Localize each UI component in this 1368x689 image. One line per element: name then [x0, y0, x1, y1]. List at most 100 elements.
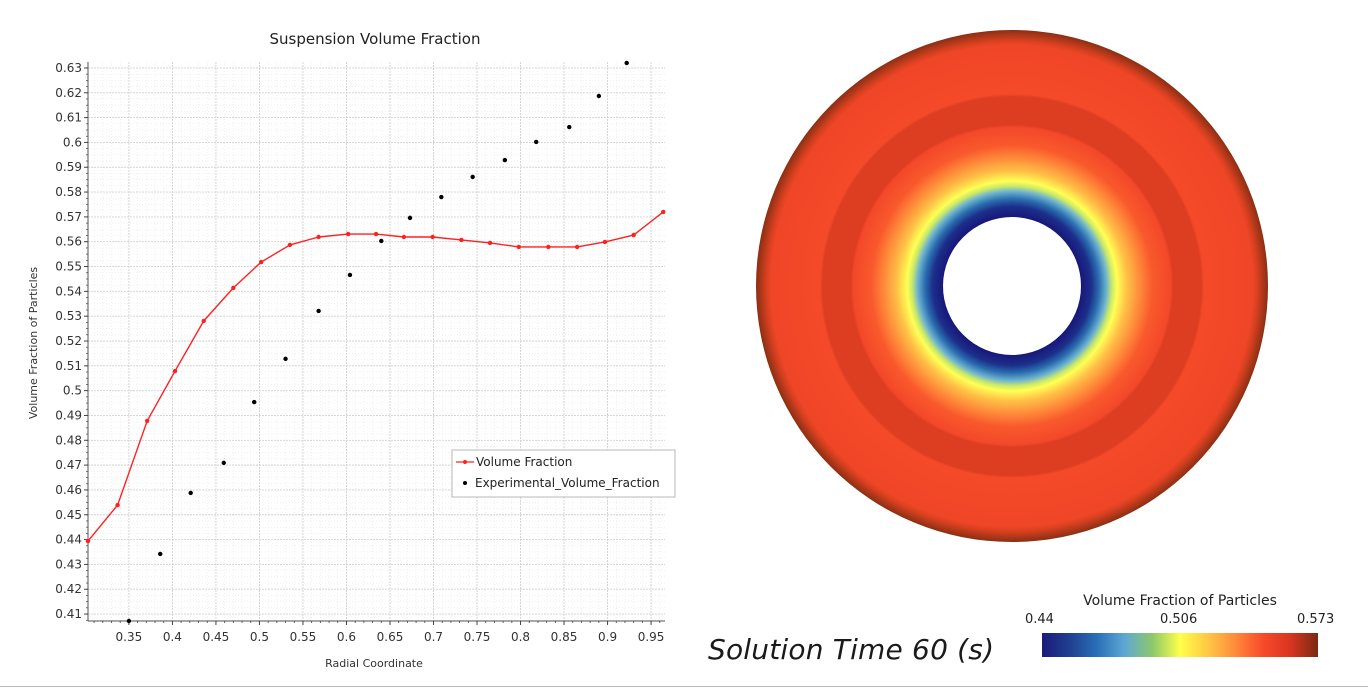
data-point	[567, 124, 572, 130]
contour-scene	[756, 30, 1268, 542]
y-tick-label: 0.6	[63, 135, 82, 149]
colorbar-title: Volume Fraction of Particles	[1083, 593, 1277, 609]
legend-label-experimental: Experimental_Volume_Fraction	[475, 476, 660, 490]
y-tick-label: 0.54	[55, 284, 82, 298]
y-tick-label: 0.41	[55, 607, 82, 621]
x-tick-label: 0.75	[464, 630, 491, 644]
data-point	[172, 368, 178, 374]
x-tick-label: 0.45	[203, 630, 230, 644]
data-point	[533, 139, 539, 145]
legend-label-volume-fraction: Volume Fraction	[476, 455, 572, 469]
data-point	[459, 237, 464, 243]
colorbar-max-label: 0.573	[1297, 612, 1335, 627]
data-point	[631, 232, 636, 238]
x-tick-label: 0.8	[511, 630, 530, 644]
y-tick-label: 0.53	[55, 309, 82, 323]
y-tick-label: 0.58	[55, 185, 82, 199]
colorbar	[1042, 633, 1318, 657]
plot-area	[88, 62, 665, 621]
y-tick-label: 0.44	[55, 533, 82, 547]
y-tick-label: 0.59	[55, 160, 82, 174]
data-point	[347, 272, 353, 278]
data-point	[346, 231, 351, 237]
data-point	[126, 618, 132, 624]
y-tick-label: 0.47	[55, 458, 82, 472]
y-tick-label: 0.55	[55, 260, 82, 274]
data-point	[85, 538, 91, 544]
grid-minor	[88, 62, 665, 621]
y-tick-label: 0.48	[55, 433, 82, 447]
solution-time-label: Solution Time 60 (s)	[708, 633, 995, 666]
data-point	[430, 234, 435, 240]
data-point	[502, 157, 508, 163]
y-axis-title: Volume Fraction of Particles	[27, 267, 40, 420]
series-layer	[85, 60, 666, 624]
x-tick-label: 0.65	[377, 630, 404, 644]
series-experimental-volume-fraction	[126, 60, 629, 624]
chart-title: Suspension Volume Fraction	[270, 30, 481, 48]
y-tick-label: 0.45	[55, 508, 82, 522]
x-axis-ticks: 0.35 0.4 0.45 0.5 0.55 0.6 0.65 0.7 0.75 0.8 0.85 0…	[93, 621, 665, 644]
data-point	[516, 244, 521, 250]
data-point	[158, 551, 163, 557]
data-point	[316, 308, 321, 314]
data-point	[252, 399, 257, 405]
x-tick-label: 0.7	[424, 630, 443, 644]
data-point	[574, 244, 580, 250]
data-point	[258, 259, 264, 265]
data-point	[487, 240, 493, 246]
bottom-divider	[0, 686, 1368, 687]
xy-plot: Suspension Volume Fraction 0.35 0.4 0.45 0.…	[27, 30, 676, 670]
x-axis-title: Radial Coordinate	[325, 657, 423, 670]
y-tick-label: 0.61	[55, 111, 82, 125]
data-point	[287, 242, 293, 248]
x-tick-label: 0.9	[598, 630, 617, 644]
y-tick-label: 0.43	[55, 557, 82, 571]
data-point	[470, 174, 475, 180]
data-point	[661, 209, 666, 215]
x-tick-label: 0.55	[290, 630, 317, 644]
data-point	[316, 234, 321, 240]
legend-marker-experimental	[463, 481, 467, 485]
data-point	[373, 231, 379, 237]
y-tick-label: 0.56	[55, 235, 82, 249]
data-point	[221, 460, 226, 466]
data-point	[144, 418, 150, 424]
data-point	[115, 502, 120, 508]
inner-cylinder-hole	[943, 217, 1081, 355]
legend-marker-volume-fraction	[463, 460, 467, 464]
y-tick-label: 0.62	[55, 86, 82, 100]
data-point	[188, 490, 193, 496]
y-tick-label: 0.57	[55, 210, 82, 224]
x-tick-label: 0.4	[163, 630, 182, 644]
x-tick-label: 0.35	[116, 630, 143, 644]
data-point	[546, 244, 551, 250]
legend: Volume Fraction Experimental_Volume_Frac…	[451, 449, 676, 498]
data-point	[283, 356, 288, 362]
x-tick-label: 0.5	[250, 630, 269, 644]
x-tick-label: 0.95	[638, 630, 665, 644]
data-point	[201, 318, 206, 324]
data-point	[624, 60, 629, 66]
y-tick-label: 0.5	[63, 384, 82, 398]
legend-box	[451, 449, 676, 498]
grid-major	[88, 62, 665, 621]
data-point	[401, 234, 407, 240]
data-point	[379, 238, 384, 244]
y-tick-label: 0.63	[55, 61, 82, 75]
data-point	[602, 239, 608, 245]
data-point	[596, 93, 602, 99]
data-point	[407, 215, 413, 221]
x-tick-label: 0.85	[551, 630, 578, 644]
y-tick-label: 0.46	[55, 483, 82, 497]
series-volume-fraction	[85, 209, 666, 544]
colorbar-min-label: 0.44	[1025, 612, 1054, 627]
x-tick-label: 0.6	[337, 630, 356, 644]
colorbar-mid-label: 0.506	[1160, 612, 1198, 627]
data-point	[231, 285, 236, 291]
y-axis-ticks: 0.41 0.42 0.43 0.44 0.45 0.46 0.47 0.48 0.49 0.5 0…	[55, 61, 88, 621]
y-tick-label: 0.51	[55, 359, 82, 373]
y-tick-label: 0.49	[55, 408, 82, 422]
y-tick-label: 0.52	[55, 334, 82, 348]
data-point	[439, 194, 444, 200]
